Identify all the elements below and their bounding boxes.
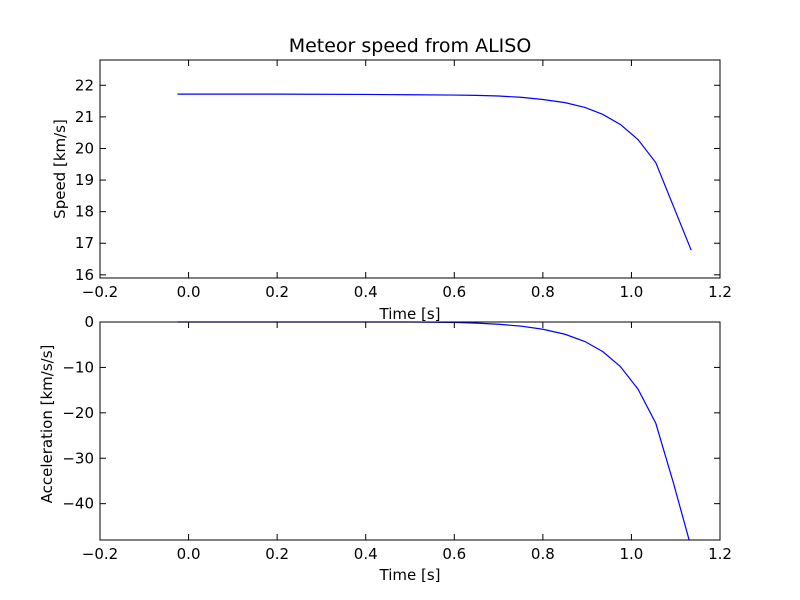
speed-y-tick-label: 17: [75, 234, 94, 252]
speed-x-tick-label: 0.4: [354, 283, 378, 301]
speed-x-tick-label: 0.6: [442, 283, 466, 301]
speed-line-series: [177, 93, 692, 251]
speed-chart-title: Meteor speed from ALISO: [289, 35, 532, 57]
speed-x-axis-label: Time [s]: [379, 305, 441, 323]
speed-plot-frame: [99, 59, 721, 279]
speed-x-ticks: −0.2 0.0 0.2 0.4 0.6 0.8 1.0 1.2: [82, 60, 732, 301]
speed-x-tick-label: 1.0: [619, 283, 643, 301]
speed-y-tick-label: 22: [75, 76, 94, 94]
acceleration-y-tick-label: −10: [62, 358, 94, 376]
speed-y-tick-label: 16: [75, 266, 94, 284]
acceleration-x-tick-label: 0.2: [265, 545, 289, 563]
acceleration-y-tick-label: −30: [62, 449, 94, 467]
speed-series-line: [177, 93, 692, 251]
speed-x-tick-label: 0.0: [177, 283, 201, 301]
acceleration-x-tick-label: 0.0: [177, 545, 201, 563]
acceleration-x-tick-label: 1.0: [619, 545, 643, 563]
speed-y-tick-label: 19: [75, 171, 94, 189]
acceleration-y-ticks: −40 −30 −20 −10 0: [62, 313, 720, 513]
acceleration-x-ticks: −0.2 0.0 0.2 0.4 0.6 0.8 1.0 1.2: [82, 322, 732, 563]
speed-y-axis-label: Speed [km/s]: [51, 119, 69, 219]
acceleration-x-tick-label: 1.2: [708, 545, 732, 563]
speed-x-tick-label: −0.2: [82, 283, 118, 301]
acceleration-y-tick-label: 0: [84, 313, 94, 331]
speed-subplot: Meteor speed from ALISO −0.2 0.0 0.2 0.4 0.6…: [51, 35, 732, 323]
acceleration-x-tick-label: 0.4: [354, 545, 378, 563]
acceleration-x-axis-label: Time [s]: [379, 566, 441, 584]
acceleration-x-tick-label: −0.2: [82, 545, 118, 563]
speed-y-ticks: 16 17 18 19 20 21 22: [75, 76, 720, 284]
acceleration-x-tick-label: 0.6: [442, 545, 466, 563]
acceleration-plot-frame: [99, 321, 721, 541]
speed-y-tick-label: 21: [75, 108, 94, 126]
speed-y-tick-label: 18: [75, 203, 94, 221]
acceleration-y-tick-label: −40: [62, 495, 94, 513]
speed-x-tick-label: 0.2: [265, 283, 289, 301]
acceleration-x-tick-label: 0.8: [531, 545, 555, 563]
speed-y-tick-label: 20: [75, 139, 94, 157]
acceleration-y-tick-label: −20: [62, 404, 94, 422]
speed-x-tick-label: 1.2: [708, 283, 732, 301]
speed-x-tick-label: 0.8: [531, 283, 555, 301]
acceleration-subplot: −0.2 0.0 0.2 0.4 0.6 0.8 1.0 1.2 −40−30−20−100 …: [38, 313, 732, 584]
acceleration-y-axis-label: Acceleration [km/s/s]: [38, 345, 56, 504]
